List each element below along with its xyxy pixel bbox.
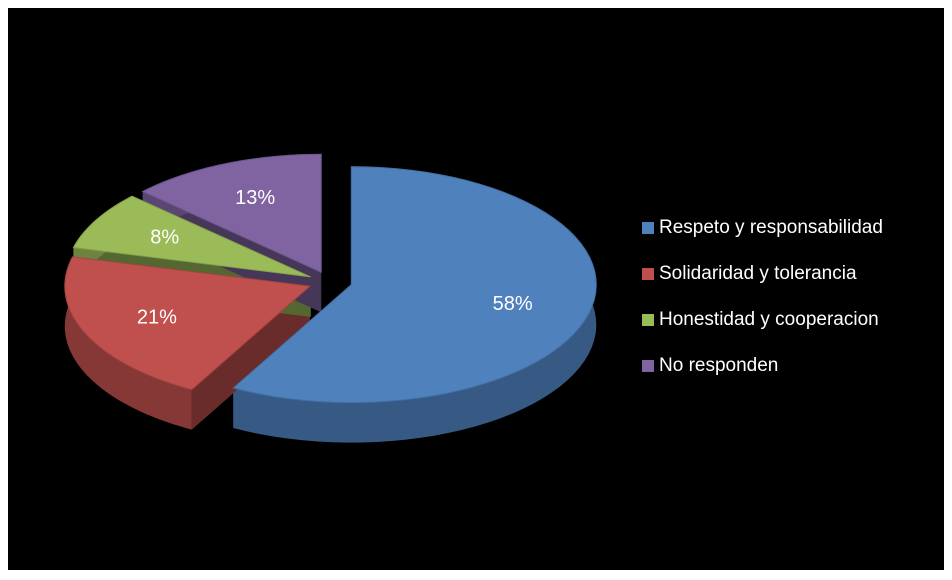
data-label: 21% [137, 306, 177, 328]
legend-marker [642, 314, 654, 326]
legend-label: No responden [659, 355, 778, 376]
pie-slice [72, 195, 311, 278]
legend-label: Respeto y responsabilidad [659, 217, 883, 238]
pie-slice-side [233, 166, 597, 443]
data-label: 8% [150, 227, 179, 249]
legend-marker [642, 268, 654, 280]
legend-marker [642, 222, 654, 234]
pie-slice [232, 166, 597, 404]
pie-tops [64, 153, 597, 404]
pie-slice [141, 153, 322, 274]
data-label: 58% [493, 293, 533, 315]
pie-slice [64, 256, 311, 391]
data-label: 13% [235, 187, 275, 209]
legend-marker [642, 360, 654, 372]
pie-slice-side [64, 256, 192, 430]
legend-label: Honestidad y cooperacion [659, 309, 879, 330]
legend-label: Solidaridad y tolerancia [659, 263, 857, 284]
